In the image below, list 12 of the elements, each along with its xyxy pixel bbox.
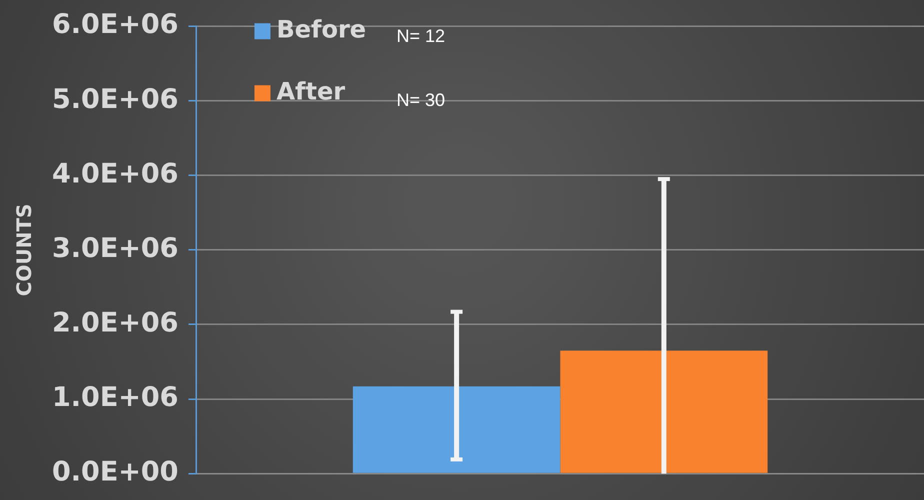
annotation: N= 12 — [396, 26, 446, 46]
legend-label: Before — [276, 15, 366, 44]
y-axis-title: COUNTS — [12, 204, 36, 296]
y-tick-label: 6.0E+06 — [52, 9, 178, 40]
y-tick-label: 4.0E+06 — [52, 158, 178, 190]
y-tick-label: 2.0E+06 — [52, 307, 178, 338]
legend-label: After — [276, 77, 346, 106]
y-tick-label: 5.0E+06 — [52, 84, 178, 115]
y-tick-label: 0.0E+00 — [52, 456, 178, 488]
y-tick-label: 1.0E+06 — [52, 382, 178, 414]
annotation: N= 30 — [396, 90, 446, 110]
y-tick-label: 3.0E+06 — [52, 232, 178, 264]
